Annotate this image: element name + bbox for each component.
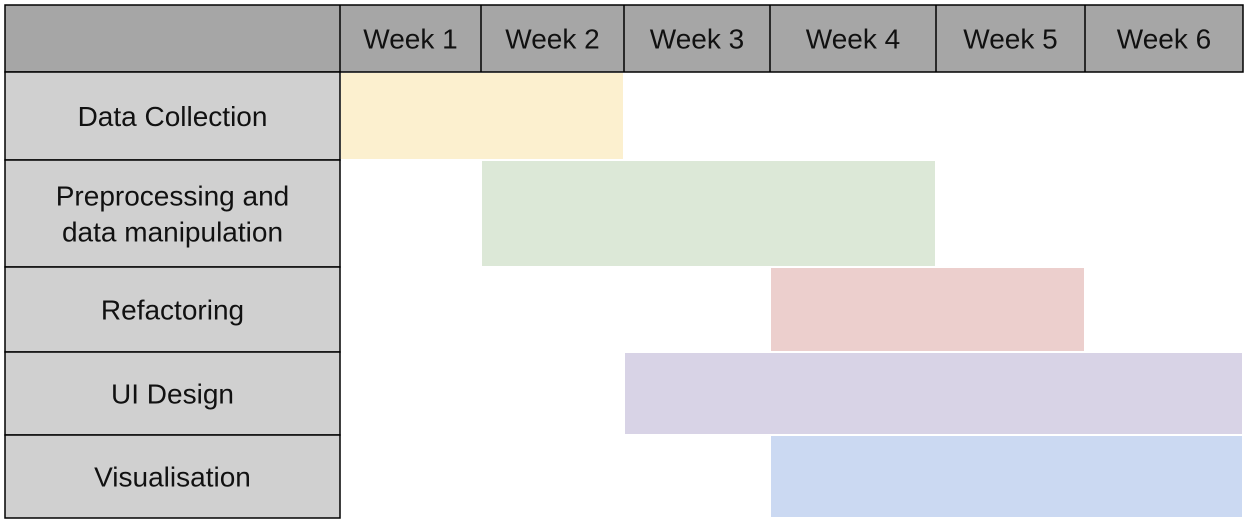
task-label-cell: [4, 351, 341, 436]
week-header-4: Week 4: [806, 24, 900, 55]
week-header-1: Week 1: [363, 24, 457, 55]
week-header-3: Week 3: [650, 24, 744, 55]
task-bar: [771, 436, 1242, 517]
week-header-2: Week 2: [505, 24, 599, 55]
task-label-cell: [4, 71, 341, 161]
task-label-cell: [4, 266, 341, 353]
task-label: Preprocessing and: [56, 181, 289, 212]
task-label: Data Collection: [78, 101, 268, 132]
task-label-cell: [4, 434, 341, 519]
task-bar: [341, 73, 623, 159]
week-header-5: Week 5: [963, 24, 1057, 55]
task-label-cell: [4, 159, 341, 268]
task-label: UI Design: [111, 379, 234, 410]
task-label: data manipulation: [62, 217, 283, 248]
task-bar: [771, 268, 1084, 351]
task-label: Visualisation: [94, 462, 251, 493]
task-label: Refactoring: [101, 295, 244, 326]
task-bar: [482, 161, 935, 266]
week-header-6: Week 6: [1117, 24, 1211, 55]
task-bar: [625, 353, 1242, 434]
